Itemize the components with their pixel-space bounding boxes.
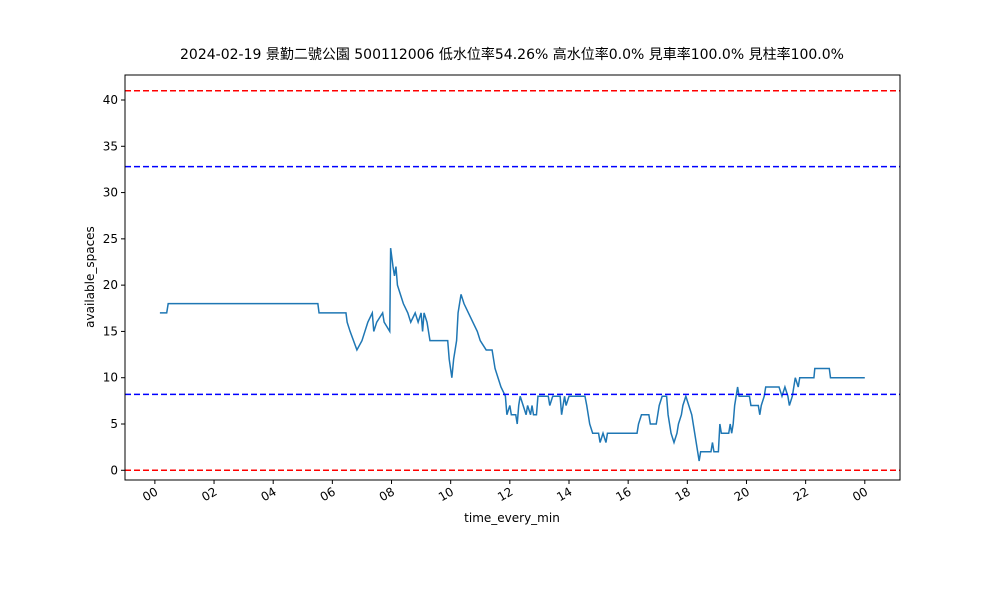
plot-frame xyxy=(124,74,901,481)
y-tick-label: 40 xyxy=(103,93,118,107)
x-tick-label: 04 xyxy=(258,484,278,504)
y-tick-label: 0 xyxy=(110,463,118,477)
x-tick-label: 18 xyxy=(673,484,693,504)
data-line xyxy=(159,248,865,462)
x-tick-label: 14 xyxy=(554,484,574,504)
y-tick-label: 25 xyxy=(103,232,118,246)
y-tick-label: 35 xyxy=(103,139,118,153)
x-axis-label: time_every_min xyxy=(464,511,560,525)
x-tick-label: 20 xyxy=(732,484,752,504)
x-tick-label: 08 xyxy=(377,484,397,504)
x-tick-label: 16 xyxy=(613,484,633,504)
y-tick-label: 15 xyxy=(103,324,118,338)
y-tick-label: 20 xyxy=(103,278,118,292)
x-tick-label: 22 xyxy=(791,484,811,504)
y-tick-label: 5 xyxy=(110,417,118,431)
x-tick-label: 06 xyxy=(318,484,338,504)
y-tick-label: 30 xyxy=(103,186,118,200)
y-axis-label: available_spaces xyxy=(83,226,97,328)
x-tick-label: 02 xyxy=(199,484,219,504)
y-tick-label: 10 xyxy=(103,371,118,385)
chart-title: 2024-02-19 景勤二號公園 500112006 低水位率54.26% 高… xyxy=(180,46,844,63)
x-tick-label: 12 xyxy=(495,484,515,504)
x-tick-label: 00 xyxy=(140,484,160,504)
x-tick-label: 10 xyxy=(436,484,456,504)
x-tick-label: 00 xyxy=(850,484,870,504)
